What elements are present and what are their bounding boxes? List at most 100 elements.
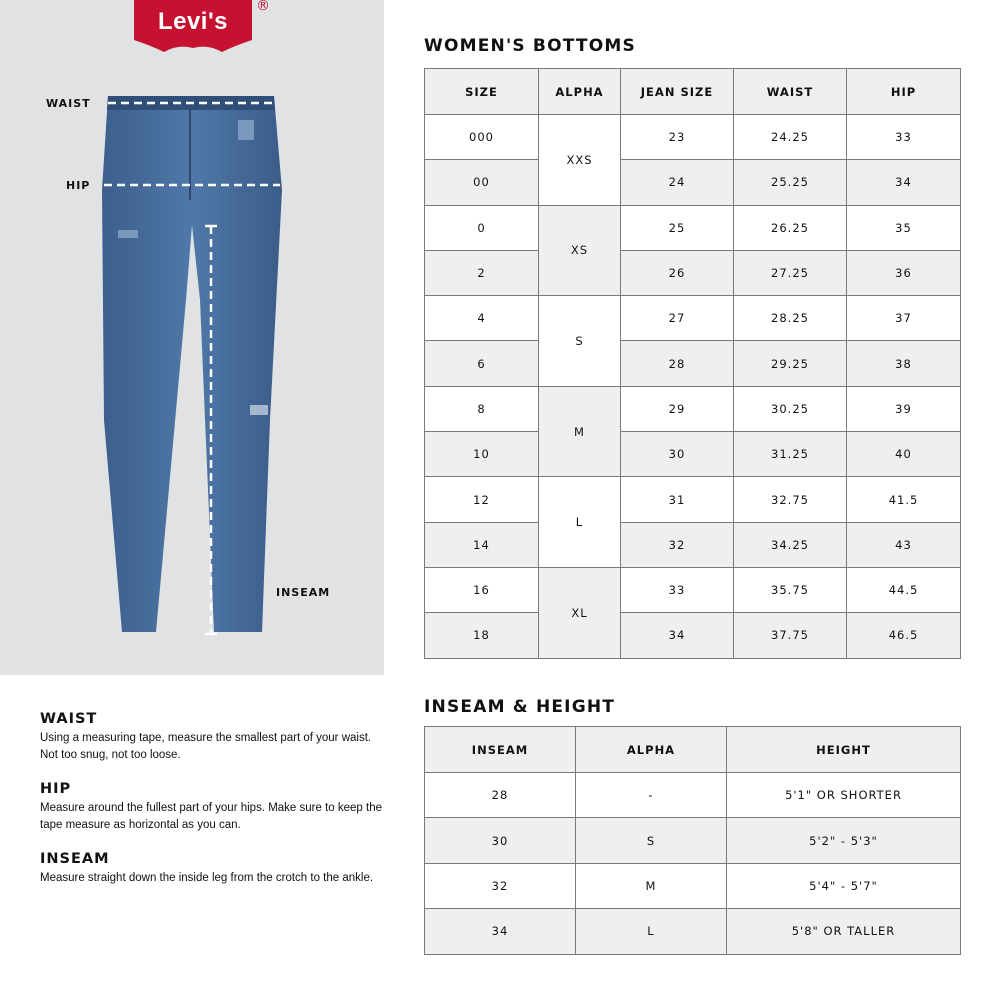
table-header-row: INSEAM ALPHA HEIGHT [424, 726, 961, 773]
column-header: ALPHA [575, 726, 727, 773]
inseam-height-table: INSEAM ALPHA HEIGHT 28-5'1" OR SHORTER 30 S 5… [424, 726, 961, 955]
instruction-title: HIP [40, 781, 72, 797]
size-cell: 10 [424, 431, 539, 478]
table-row: 34 L 5'8" OR TALLER [424, 908, 961, 955]
hip-cell: 37 [846, 295, 961, 342]
waist-cell: 29.25 [733, 340, 847, 387]
column-header: INSEAM [424, 726, 576, 773]
instruction-text: Measure straight down the inside leg fro… [40, 872, 374, 884]
instruction-waist: WAIST Using a measuring tape, measure th… [40, 711, 385, 764]
hip-cell: 43 [846, 521, 961, 568]
hip-cell: 34 [846, 159, 961, 206]
table-row: 28-5'1" OR SHORTER [424, 771, 961, 819]
table-row: 2 26 27.25 36 [424, 249, 961, 297]
table-row: 18 34 37.75 46.5 [424, 612, 961, 659]
size-cell: 2 [424, 249, 539, 297]
instruction-hip: HIP Measure around the fullest part of y… [40, 781, 385, 834]
jean-size-cell: 26 [620, 249, 734, 297]
table-row: 00 24 25.25 34 [424, 159, 961, 206]
waist-cell: 37.75 [733, 612, 847, 659]
jean-size-cell: 31 [620, 476, 734, 523]
jean-size-cell: 24 [620, 159, 734, 206]
instruction-text: Measure around the fullest part of your … [40, 802, 382, 831]
table-row: 32 M 5'4" - 5'7" [424, 862, 961, 910]
size-cell: 12 [424, 476, 539, 523]
size-cell: 00 [424, 159, 539, 206]
alpha-cell: XS [538, 204, 621, 297]
hip-cell: 44.5 [846, 566, 961, 614]
instruction-title: WAIST [40, 711, 98, 727]
hip-cell: 38 [846, 340, 961, 387]
hip-cell: 35 [846, 204, 961, 251]
alpha-cell: M [575, 862, 727, 910]
alpha-cell: - [575, 771, 727, 819]
alpha-cell: S [575, 817, 727, 864]
height-cell: 5'2" - 5'3" [726, 817, 961, 864]
size-cell: 6 [424, 340, 539, 387]
table-row: 0 XS 25 26.25 35 [424, 204, 961, 297]
jean-size-cell: 30 [620, 431, 734, 478]
alpha-cell: L [575, 908, 727, 955]
jean-size-cell: 33 [620, 566, 734, 614]
waist-cell: 27.25 [733, 249, 847, 297]
column-header: SIZE [424, 68, 539, 115]
womens-bottoms-table: SIZE ALPHA JEAN SIZE WAIST HIP 000 XXS 23 24.25… [424, 68, 961, 659]
instruction-text: Using a measuring tape, measure the smal… [40, 732, 372, 761]
levis-logo [134, 0, 252, 52]
height-cell: 5'1" OR SHORTER [726, 771, 961, 819]
hip-cell: 36 [846, 249, 961, 297]
measurement-figure-panel: Levi's ® WAIST HIP INSEAM [0, 0, 384, 675]
table-row: 14 32 34.25 43 [424, 521, 961, 568]
inseam-height-title: INSEAM & HEIGHT [424, 697, 616, 717]
hip-cell: 39 [846, 385, 961, 433]
table-row: 30 S 5'2" - 5'3" [424, 817, 961, 864]
inseam-cell: 30 [424, 817, 576, 864]
hip-cell: 33 [846, 113, 961, 161]
hip-cell: 40 [846, 431, 961, 478]
jean-size-cell: 29 [620, 385, 734, 433]
size-cell: 16 [424, 566, 539, 614]
jean-size-cell: 28 [620, 340, 734, 387]
waist-cell: 31.25 [733, 431, 847, 478]
table-row: 8 M 29 30.25 39 [424, 385, 961, 478]
waist-cell: 34.25 [733, 521, 847, 568]
table-row: 6 28 29.25 38 [424, 340, 961, 387]
jean-size-cell: 23 [620, 113, 734, 161]
alpha-cell: XL [538, 566, 621, 659]
hip-cell: 41.5 [846, 476, 961, 523]
waist-cell: 35.75 [733, 566, 847, 614]
inseam-cell: 28 [424, 771, 576, 819]
table-header-row: SIZE ALPHA JEAN SIZE WAIST HIP [424, 68, 961, 115]
registered-mark: ® [256, 0, 270, 14]
inseam-label: INSEAM [276, 586, 331, 599]
inseam-cell: 34 [424, 908, 576, 955]
height-cell: 5'4" - 5'7" [726, 862, 961, 910]
size-cell: 8 [424, 385, 539, 433]
womens-bottoms-title: WOMEN'S BOTTOMS [424, 36, 636, 56]
alpha-cell: L [538, 476, 621, 568]
table-row: 000 XXS 23 24.25 33 [424, 113, 961, 206]
instruction-inseam: INSEAM Measure straight down the inside … [40, 851, 385, 887]
instruction-title: INSEAM [40, 851, 110, 867]
table-row: 10 30 31.25 40 [424, 431, 961, 478]
inseam-cell: 32 [424, 862, 576, 910]
alpha-cell: S [538, 295, 621, 387]
waist-cell: 26.25 [733, 204, 847, 251]
hip-label: HIP [66, 179, 91, 192]
alpha-cell: XXS [538, 114, 621, 206]
column-header: HIP [846, 68, 961, 115]
waist-cell: 28.25 [733, 295, 847, 342]
logo-text: Levi's [157, 8, 229, 35]
column-header: JEAN SIZE [620, 68, 734, 115]
column-header: WAIST [733, 68, 847, 115]
waist-label: WAIST [46, 97, 91, 110]
waist-cell: 25.25 [733, 159, 847, 206]
table-row: 16 XL 33 35.75 44.5 [424, 566, 961, 659]
size-cell: 14 [424, 521, 539, 568]
column-header: HEIGHT [726, 726, 961, 773]
table-row: 4 S 27 28.25 37 [424, 295, 961, 387]
size-cell: 4 [424, 295, 539, 342]
jean-size-cell: 34 [620, 612, 734, 659]
jeans-illustration [102, 96, 282, 636]
alpha-cell: M [538, 385, 621, 478]
